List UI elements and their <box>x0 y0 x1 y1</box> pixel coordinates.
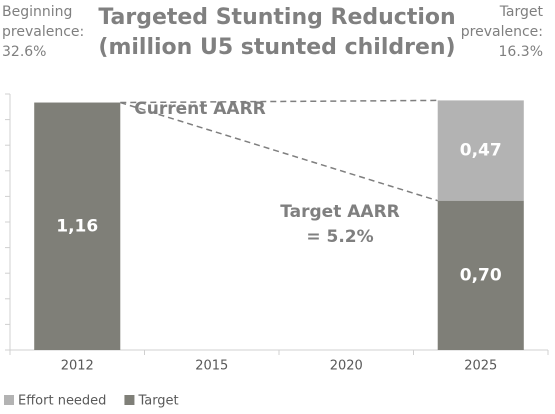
chart-title: (million U5 stunted children) <box>98 35 455 60</box>
chart-title: Targeted Stunting Reduction <box>98 5 455 30</box>
legend-label: Target <box>137 394 178 409</box>
note: 16.3% <box>499 44 543 60</box>
legend-swatch <box>124 395 135 405</box>
data-label: 0,70 <box>460 265 502 285</box>
annotation: = 5.2% <box>306 227 373 247</box>
bar <box>437 100 524 201</box>
data-label: 0,47 <box>460 141 502 161</box>
x-tick-label: 2020 <box>330 359 363 374</box>
trend-line <box>120 99 438 104</box>
trend-line <box>120 101 438 202</box>
data-label: 1,16 <box>56 216 98 236</box>
legend-swatch <box>4 395 14 405</box>
annotation: Target AARR <box>280 202 400 222</box>
x-tick-label: 2025 <box>464 359 497 374</box>
bar <box>437 200 524 350</box>
note: 32.6% <box>2 44 46 60</box>
x-tick-label: 2015 <box>195 359 228 374</box>
legend-label: Effort needed <box>18 394 106 409</box>
note: Target <box>499 4 544 20</box>
note: prevalence: <box>2 24 84 40</box>
annotation: Current AARR <box>134 99 266 119</box>
note: prevalence: <box>461 24 543 40</box>
note: Beginning <box>2 4 72 20</box>
bar <box>34 102 121 351</box>
x-tick-label: 2012 <box>61 359 94 374</box>
